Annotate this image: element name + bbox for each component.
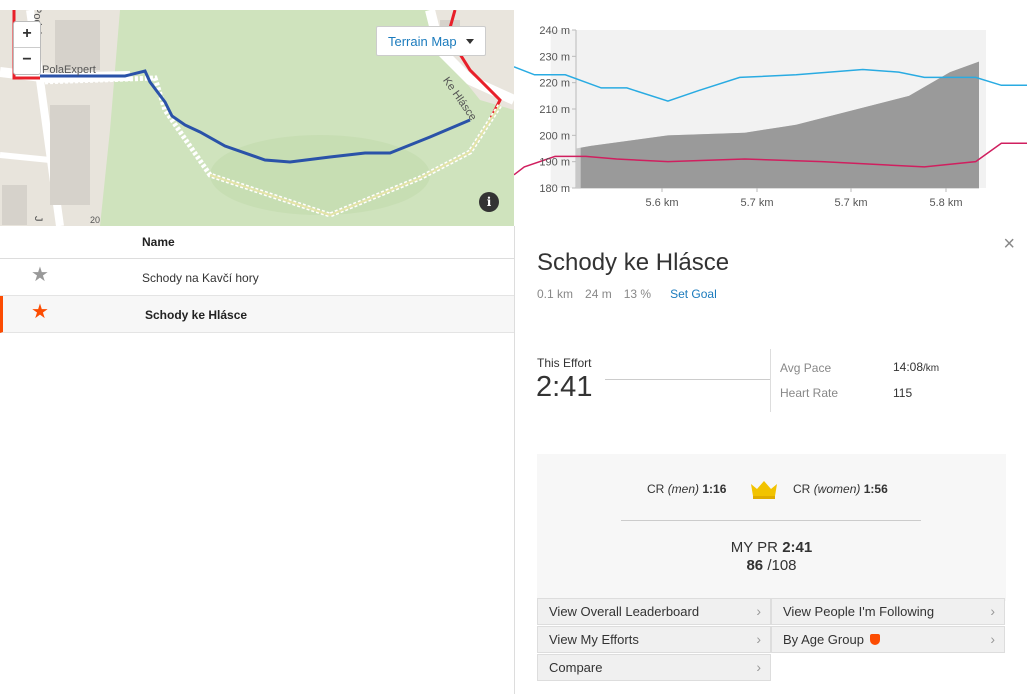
leaderboard-summary: CR (men) 1:16 CR (women) 1:56 MY PR 2:41… bbox=[537, 454, 1006, 601]
map-canvas bbox=[0, 10, 514, 226]
effort-divider bbox=[605, 379, 770, 380]
button-label: View People I'm Following bbox=[783, 604, 935, 619]
star-icon[interactable]: ★ bbox=[31, 264, 49, 286]
chevron-right-icon: › bbox=[756, 631, 761, 647]
cr-women-label: (women) bbox=[813, 482, 861, 496]
segment-elevation: 24 m bbox=[585, 287, 612, 301]
view-overall-leaderboard-button[interactable]: View Overall Leaderboard › bbox=[537, 598, 771, 625]
chevron-right-icon: › bbox=[756, 659, 761, 675]
segment-name: Schody ke Hlásce bbox=[145, 308, 248, 322]
crown-icon bbox=[751, 481, 777, 499]
cr-women-time: 1:56 bbox=[863, 482, 888, 496]
cr-prefix: CR bbox=[647, 482, 665, 496]
terrain-map-label: Terrain Map bbox=[388, 33, 457, 49]
button-label: Compare bbox=[549, 660, 603, 675]
leaderboard-divider bbox=[621, 520, 921, 521]
heart-rate-value: 115 bbox=[893, 386, 913, 400]
chevron-right-icon: › bbox=[990, 603, 995, 619]
chart-series-line bbox=[514, 142, 1027, 176]
elevation-chart: 240 m 230 m 220 m 210 m 200 m 190 m 180 m 5.6 … bbox=[514, 25, 1027, 209]
cr-women: CR (women) 1:56 bbox=[793, 482, 888, 496]
rank-position: 86 bbox=[746, 557, 764, 574]
segment-map[interactable]: Podol PolaExpert Ke Hlásce J 20 + − Terr… bbox=[0, 10, 514, 226]
segment-name: Schody na Kavčí hory bbox=[142, 271, 259, 285]
table-header: Name bbox=[0, 226, 514, 259]
segment-title: Schody ke Hlásce bbox=[537, 249, 730, 276]
set-goal-link[interactable]: Set Goal bbox=[670, 287, 717, 301]
segments-table: Name ★ Schody na Kavčí hory ★ Schody ke … bbox=[0, 226, 514, 333]
cr-men-time: 1:16 bbox=[702, 482, 727, 496]
x-tick-label: 5.6 km bbox=[645, 197, 678, 209]
compare-button[interactable]: Compare › bbox=[537, 654, 771, 681]
info-icon[interactable]: i bbox=[479, 192, 499, 212]
effort-time: 2:41 bbox=[536, 371, 593, 403]
pr-time: 2:41 bbox=[782, 539, 813, 556]
by-age-group-button[interactable]: By Age Group › bbox=[771, 626, 1005, 653]
avg-pace-value: 14:08/km bbox=[893, 360, 939, 374]
house-number-label: 20 bbox=[90, 215, 101, 225]
effort-label: This Effort bbox=[537, 356, 592, 370]
zoom-control: + − bbox=[13, 21, 41, 75]
star-icon-active[interactable]: ★ bbox=[31, 301, 49, 323]
rank: 86 /108 bbox=[537, 557, 1006, 574]
x-tick-label: 5.8 km bbox=[929, 197, 962, 209]
terrain-map-dropdown[interactable]: Terrain Map bbox=[376, 26, 486, 56]
column-header-name[interactable]: Name bbox=[142, 235, 175, 249]
personal-record: MY PR 2:41 bbox=[537, 539, 1006, 556]
segment-stats: 0.1 km 24 m 13 % Set Goal bbox=[537, 287, 717, 301]
y-tick-label: 240 m bbox=[539, 25, 570, 37]
caret-down-icon bbox=[465, 38, 474, 44]
view-my-efforts-button[interactable]: View My Efforts › bbox=[537, 626, 771, 653]
poi-label-polaexpert: PolaExpert bbox=[42, 64, 96, 76]
premium-shield-icon bbox=[869, 634, 880, 645]
avg-pace-label: Avg Pace bbox=[780, 361, 832, 375]
rank-total: /108 bbox=[767, 557, 797, 574]
avg-pace-unit: /km bbox=[923, 363, 940, 374]
cr-men-label: (men) bbox=[667, 482, 700, 496]
view-people-following-button[interactable]: View People I'm Following › bbox=[771, 598, 1005, 625]
y-tick-label: 180 m bbox=[539, 183, 570, 195]
segment-grade: 13 % bbox=[623, 287, 652, 301]
elevation-area-highlight bbox=[580, 61, 979, 188]
avg-pace-number: 14:08 bbox=[893, 360, 924, 374]
cr-men: CR (men) 1:16 bbox=[647, 482, 726, 496]
segment-distance: 0.1 km bbox=[537, 287, 574, 301]
y-tick-label: 200 m bbox=[539, 130, 570, 142]
chart-series-line bbox=[514, 66, 1027, 102]
zoom-in-button[interactable]: + bbox=[14, 22, 40, 48]
y-tick-label: 230 m bbox=[539, 51, 570, 63]
button-label: View Overall Leaderboard bbox=[549, 604, 700, 619]
table-row-selected[interactable]: ★ Schody ke Hlásce bbox=[0, 296, 514, 333]
button-label: View My Efforts bbox=[549, 632, 639, 647]
cr-prefix: CR bbox=[793, 482, 811, 496]
zoom-out-button[interactable]: − bbox=[22, 51, 32, 68]
chevron-right-icon: › bbox=[990, 631, 995, 647]
y-tick-label: 210 m bbox=[539, 104, 570, 116]
metrics-divider bbox=[770, 349, 771, 412]
y-tick-label: 190 m bbox=[539, 157, 570, 169]
x-tick-label: 5.7 km bbox=[740, 197, 773, 209]
street-label-j: J bbox=[32, 216, 44, 222]
y-tick-label: 220 m bbox=[539, 78, 570, 90]
chevron-right-icon: › bbox=[756, 603, 761, 619]
x-tick-label: 5.7 km bbox=[834, 197, 867, 209]
close-icon[interactable]: × bbox=[1003, 233, 1015, 255]
pr-label: MY PR bbox=[730, 539, 779, 556]
segment-detail-panel: × Schody ke Hlásce 0.1 km 24 m 13 % Set … bbox=[514, 226, 1027, 694]
table-row[interactable]: ★ Schody na Kavčí hory bbox=[0, 259, 514, 296]
heart-rate-label: Heart Rate bbox=[780, 386, 839, 400]
button-label: By Age Group bbox=[783, 632, 864, 647]
